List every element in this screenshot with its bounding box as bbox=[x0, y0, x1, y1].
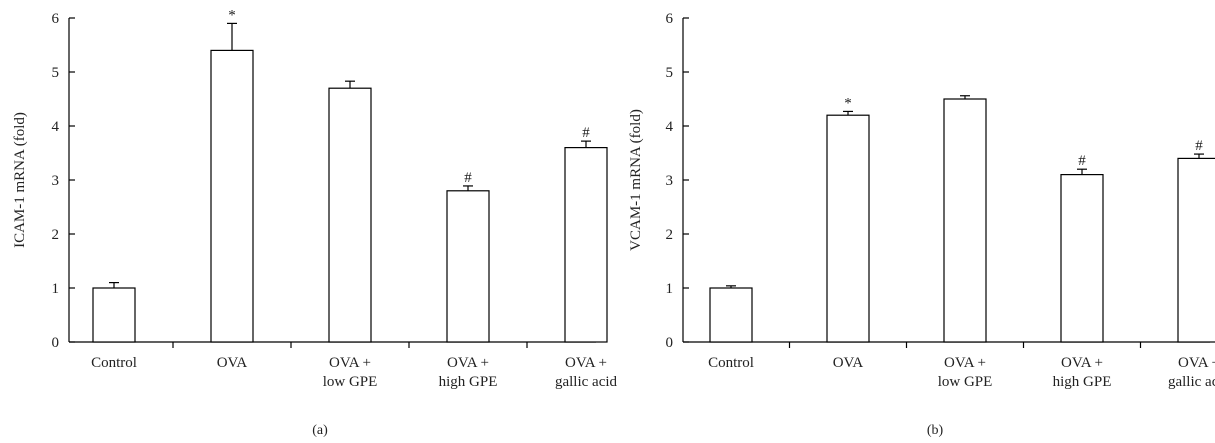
x-tick-label: OVA bbox=[833, 355, 864, 371]
y-axis-label: ICAM-1 mRNA (fold) bbox=[12, 112, 28, 248]
y-tick-label: 3 bbox=[52, 173, 60, 189]
y-tick-label: 0 bbox=[666, 335, 674, 351]
significance-mark: # bbox=[464, 170, 472, 186]
x-tick-label: OVA + bbox=[565, 355, 607, 371]
x-tick-label: gallic acid bbox=[555, 374, 618, 390]
bar bbox=[92, 287, 136, 343]
x-tick-label: OVA + bbox=[329, 355, 371, 371]
significance-mark: * bbox=[228, 7, 236, 23]
significance-mark: # bbox=[582, 125, 590, 141]
x-tick-label: low GPE bbox=[323, 374, 378, 390]
x-tick-label: Control bbox=[708, 355, 754, 371]
bar bbox=[328, 87, 372, 343]
y-tick-label: 3 bbox=[666, 173, 674, 189]
bar bbox=[1177, 157, 1215, 343]
y-axis-label: VCAM-1 mRNA (fold) bbox=[628, 109, 644, 251]
bar bbox=[1060, 174, 1104, 343]
significance-mark: # bbox=[1078, 153, 1086, 169]
significance-mark: * bbox=[844, 95, 852, 111]
y-tick-label: 6 bbox=[52, 11, 60, 27]
x-tick-label: high GPE bbox=[439, 374, 498, 390]
x-tick-label: OVA bbox=[217, 355, 248, 371]
panel-label: (a) bbox=[312, 423, 328, 438]
bar bbox=[564, 147, 608, 343]
bar bbox=[446, 190, 490, 343]
y-tick-label: 1 bbox=[666, 281, 674, 297]
y-tick-label: 4 bbox=[52, 119, 60, 135]
y-tick-label: 6 bbox=[666, 11, 674, 27]
y-tick-label: 5 bbox=[52, 65, 60, 81]
bar bbox=[709, 287, 753, 343]
x-tick-label: OVA + bbox=[944, 355, 986, 371]
panel-a: 0 1 2 3 4 5 6 Control * OVA OVA + low GPE # OVA + high… bbox=[12, 7, 618, 438]
x-tick-label: OVA + bbox=[1061, 355, 1103, 371]
x-tick-label: OVA + bbox=[1178, 355, 1215, 371]
x-tick-label: low GPE bbox=[938, 374, 993, 390]
bar bbox=[826, 114, 870, 343]
bar bbox=[943, 98, 987, 343]
bar bbox=[210, 49, 254, 343]
x-tick-label: high GPE bbox=[1053, 374, 1112, 390]
panel-label: (b) bbox=[927, 423, 944, 438]
y-tick-label: 2 bbox=[666, 227, 674, 243]
panel-b: 0 1 2 3 4 5 6 Control * OVA OVA + low GPE # OVA + high… bbox=[628, 11, 1215, 438]
y-tick-label: 5 bbox=[666, 65, 674, 81]
x-tick-label: Control bbox=[91, 355, 137, 371]
y-tick-label: 2 bbox=[52, 227, 60, 243]
y-tick-label: 1 bbox=[52, 281, 60, 297]
y-tick-label: 0 bbox=[52, 335, 60, 351]
y-tick-label: 4 bbox=[666, 119, 674, 135]
x-tick-label: gallic acid bbox=[1168, 374, 1215, 390]
x-tick-label: OVA + bbox=[447, 355, 489, 371]
significance-mark: # bbox=[1195, 138, 1203, 154]
